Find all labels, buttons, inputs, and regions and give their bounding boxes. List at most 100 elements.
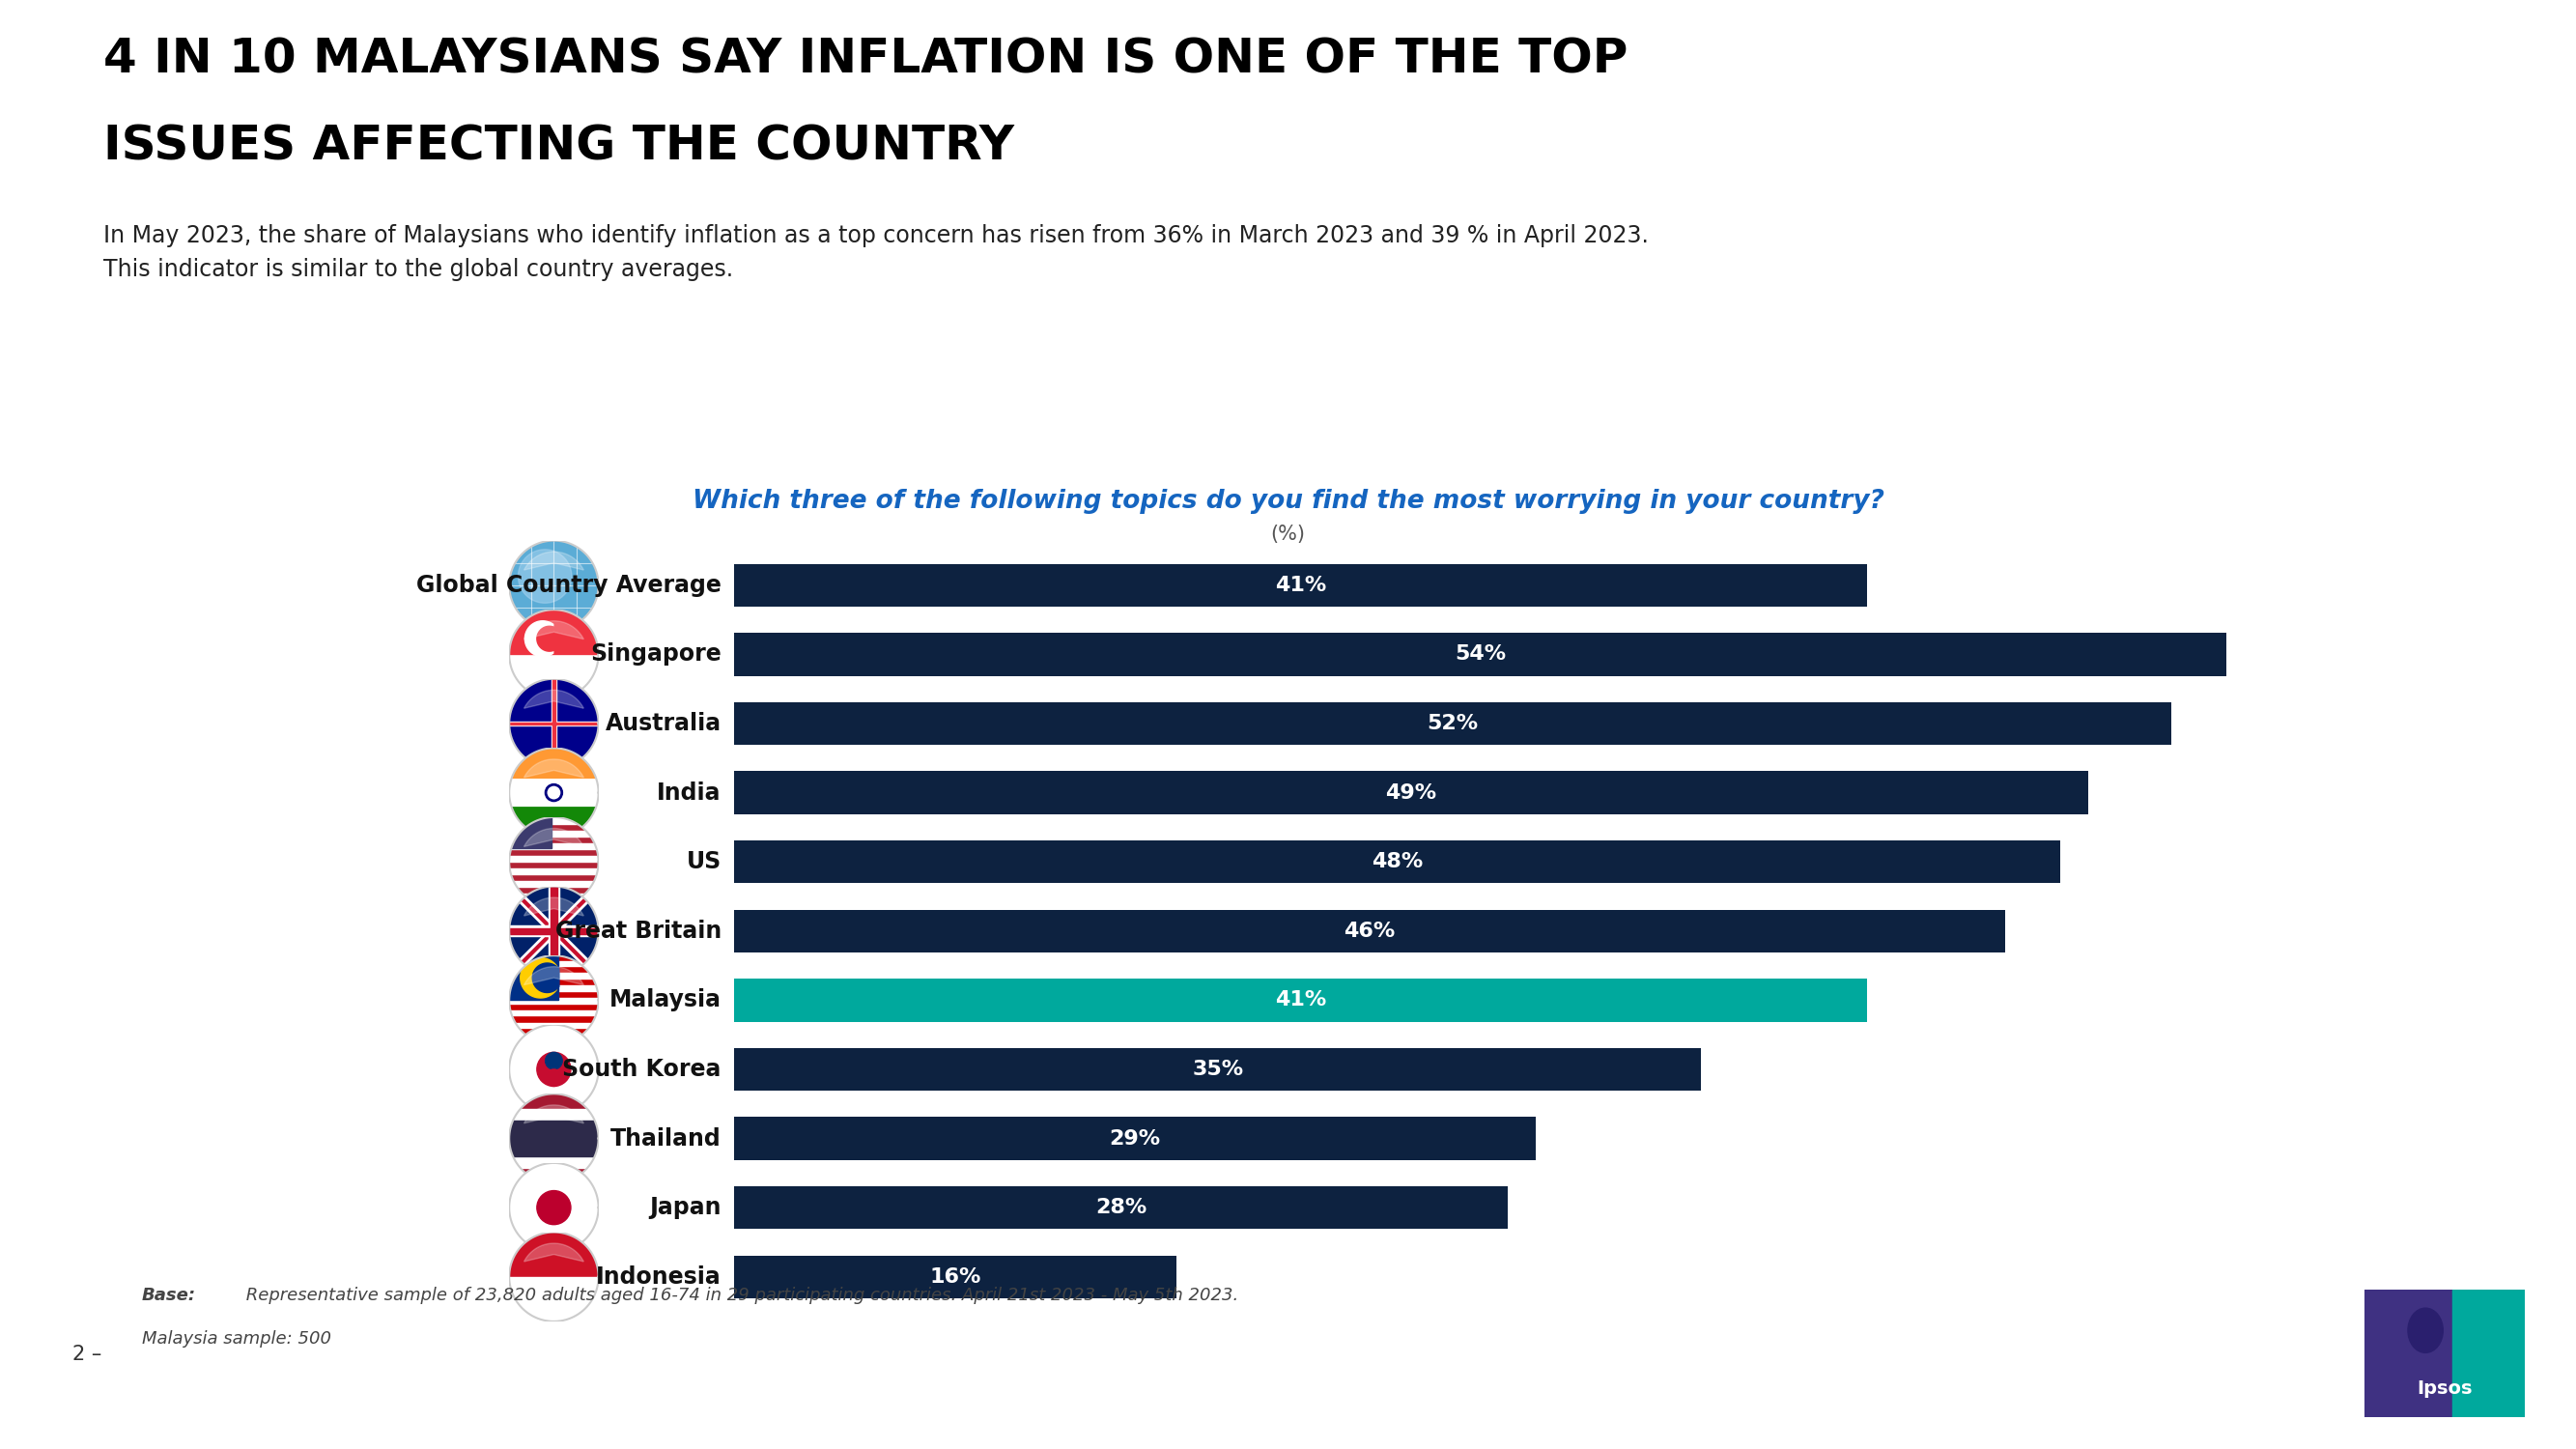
Polygon shape: [510, 955, 598, 1045]
Polygon shape: [523, 966, 585, 985]
Polygon shape: [551, 680, 556, 768]
Text: 41%: 41%: [1275, 575, 1327, 596]
Polygon shape: [510, 1232, 598, 1321]
Text: 48%: 48%: [1370, 852, 1422, 871]
Bar: [2452, 1290, 2524, 1417]
Polygon shape: [551, 680, 556, 768]
Bar: [734, 1255, 1177, 1298]
Polygon shape: [510, 748, 598, 838]
Text: (%): (%): [1270, 525, 1306, 543]
Text: Australia: Australia: [605, 711, 721, 735]
Circle shape: [546, 1052, 562, 1069]
Polygon shape: [510, 955, 559, 1000]
Polygon shape: [510, 1164, 598, 1252]
Bar: [734, 840, 2061, 884]
Polygon shape: [510, 610, 598, 698]
Polygon shape: [510, 722, 598, 724]
Polygon shape: [510, 926, 598, 936]
Text: Global Country Average: Global Country Average: [417, 574, 721, 597]
Polygon shape: [510, 680, 598, 768]
Polygon shape: [510, 843, 598, 849]
Text: 4 IN 10 MALAYSIANS SAY INFLATION IS ONE OF THE TOP: 4 IN 10 MALAYSIANS SAY INFLATION IS ONE …: [103, 36, 1628, 83]
Polygon shape: [510, 868, 598, 874]
Text: 28%: 28%: [1095, 1198, 1146, 1217]
Text: Malaysia: Malaysia: [611, 988, 721, 1011]
Text: 16%: 16%: [930, 1266, 981, 1287]
Polygon shape: [518, 549, 572, 603]
Polygon shape: [510, 807, 598, 838]
Text: Singapore: Singapore: [590, 643, 721, 667]
Text: Great Britain: Great Britain: [554, 919, 721, 942]
Polygon shape: [510, 1277, 598, 1321]
Polygon shape: [510, 1120, 598, 1156]
Polygon shape: [523, 1106, 585, 1123]
Polygon shape: [510, 1108, 598, 1168]
Text: Thailand: Thailand: [611, 1127, 721, 1151]
Bar: [734, 771, 2089, 814]
Polygon shape: [510, 817, 551, 849]
Polygon shape: [523, 1174, 585, 1193]
Text: US: US: [685, 851, 721, 874]
Text: 35%: 35%: [1193, 1059, 1244, 1080]
Polygon shape: [536, 626, 556, 651]
Polygon shape: [510, 610, 598, 655]
Polygon shape: [526, 620, 554, 656]
Text: 52%: 52%: [1427, 714, 1479, 733]
Polygon shape: [510, 817, 598, 907]
Text: Malaysia sample: 500: Malaysia sample: 500: [142, 1330, 330, 1348]
Polygon shape: [510, 830, 598, 836]
Polygon shape: [510, 540, 598, 630]
Polygon shape: [523, 759, 585, 778]
Bar: [734, 1117, 1535, 1159]
Circle shape: [536, 1052, 572, 1087]
Polygon shape: [523, 620, 585, 639]
Bar: [734, 564, 1868, 607]
Bar: [734, 703, 2172, 745]
Polygon shape: [510, 961, 598, 966]
Text: 29%: 29%: [1110, 1129, 1159, 1148]
Polygon shape: [549, 887, 559, 975]
Text: 49%: 49%: [1386, 782, 1437, 803]
Text: Ipsos: Ipsos: [2416, 1379, 2473, 1398]
Circle shape: [546, 1069, 562, 1087]
Polygon shape: [510, 856, 598, 862]
Polygon shape: [510, 887, 598, 975]
Ellipse shape: [2396, 1306, 2445, 1364]
Polygon shape: [510, 1010, 598, 1016]
Text: Japan: Japan: [649, 1195, 721, 1219]
Polygon shape: [510, 1094, 598, 1182]
Bar: [734, 978, 1868, 1022]
Polygon shape: [510, 722, 598, 726]
Text: India: India: [657, 781, 721, 804]
Polygon shape: [533, 964, 559, 993]
Polygon shape: [510, 998, 598, 1003]
Polygon shape: [523, 1036, 585, 1053]
Polygon shape: [523, 829, 585, 846]
Polygon shape: [510, 974, 598, 978]
Polygon shape: [523, 552, 585, 569]
Polygon shape: [523, 690, 585, 709]
Text: Representative sample of 23,820 adults aged 16-74 in 29 participating countries.: Representative sample of 23,820 adults a…: [242, 1287, 1239, 1304]
Text: 2 –: 2 –: [72, 1345, 100, 1365]
Bar: [734, 910, 2004, 952]
Polygon shape: [510, 748, 598, 778]
Polygon shape: [523, 897, 585, 916]
Text: Base:: Base:: [142, 1287, 196, 1304]
Polygon shape: [510, 881, 598, 887]
Polygon shape: [520, 958, 556, 998]
Bar: [734, 1048, 1700, 1091]
Text: Which three of the following topics do you find the most worrying in your countr: Which three of the following topics do y…: [693, 490, 1883, 514]
Text: Indonesia: Indonesia: [595, 1265, 721, 1288]
Text: In May 2023, the share of Malaysians who identify inflation as a top concern has: In May 2023, the share of Malaysians who…: [103, 225, 1649, 281]
Polygon shape: [510, 894, 598, 900]
Text: South Korea: South Korea: [562, 1058, 721, 1081]
Text: ISSUES AFFECTING THE COUNTRY: ISSUES AFFECTING THE COUNTRY: [103, 123, 1015, 170]
Bar: [734, 1187, 1507, 1229]
Text: 46%: 46%: [1345, 922, 1396, 940]
Polygon shape: [523, 1243, 585, 1262]
Polygon shape: [510, 819, 598, 824]
Text: 41%: 41%: [1275, 991, 1327, 1010]
Bar: [2365, 1290, 2452, 1417]
Polygon shape: [510, 1023, 598, 1027]
Text: 54%: 54%: [1455, 645, 1507, 664]
